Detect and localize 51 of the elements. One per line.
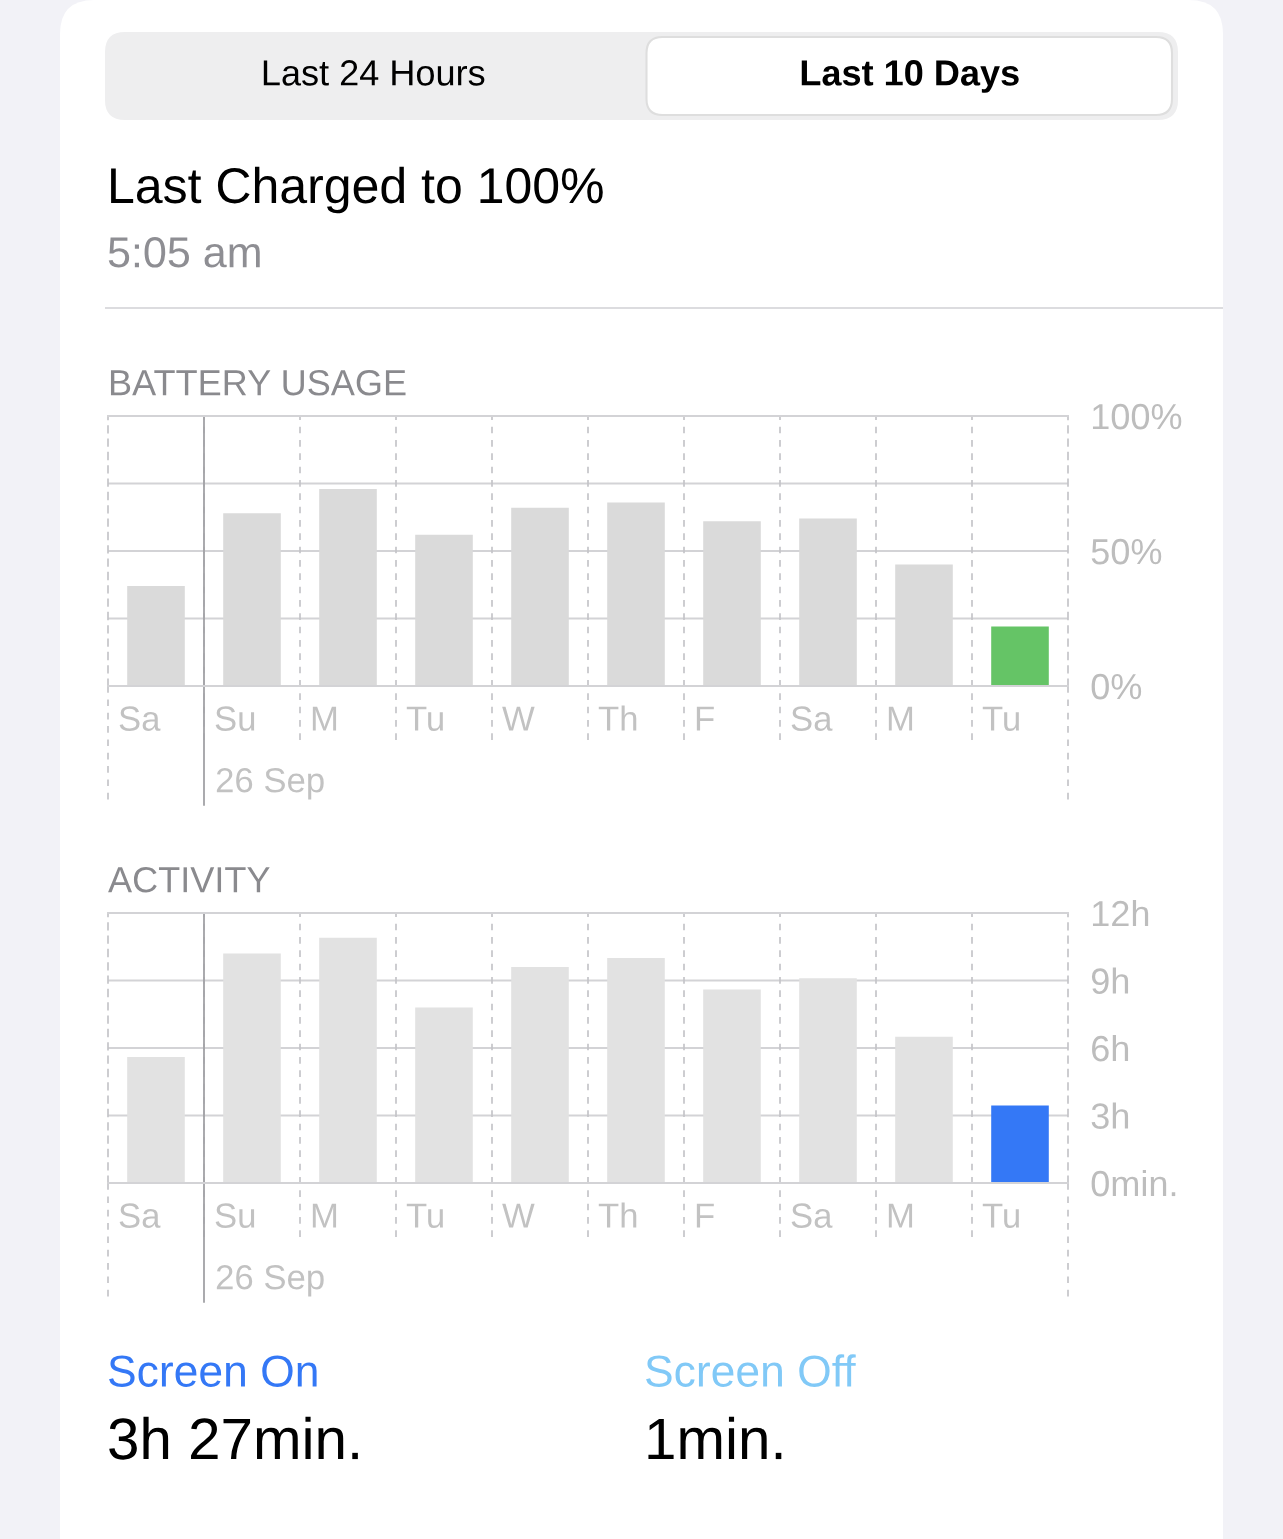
- y-tick-label: 0min.: [1091, 1169, 1176, 1197]
- x-tick-label: M: [312, 706, 337, 731]
- bar: [223, 953, 281, 1183]
- text: Last Charged to 100%: [111, 166, 603, 214]
- y-tick-label: 6h: [1092, 1034, 1129, 1062]
- bar: [703, 989, 761, 1183]
- ref-line-label: 26 Sep: [216, 1264, 324, 1297]
- y-tick-label: 0%: [1091, 673, 1142, 700]
- x-tick-label: Tu: [982, 1203, 1019, 1228]
- x-tick-label: Tu: [406, 706, 443, 731]
- x-tick-label: Tu: [982, 706, 1019, 731]
- x-tick-label: M: [312, 1203, 337, 1228]
- x-tick-label: F: [696, 706, 714, 731]
- bar: [991, 626, 1049, 686]
- bar: [319, 937, 377, 1183]
- bar: [991, 1105, 1049, 1183]
- text: Last 24 Hours: [263, 60, 485, 86]
- x-tick-label: Th: [598, 705, 637, 731]
- x-tick-label: Sa: [119, 1203, 161, 1228]
- bar: [607, 958, 665, 1183]
- chart-title: BATTERY USAGE: [110, 369, 406, 396]
- bar: [127, 1057, 185, 1183]
- x-tick-label: Sa: [791, 706, 833, 731]
- chart-title: ACTIVITY: [108, 866, 270, 893]
- y-tick-label: 50%: [1091, 538, 1162, 565]
- x-tick-label: Su: [215, 1203, 255, 1228]
- y-tick-label: 3h: [1091, 1102, 1129, 1129]
- x-tick-label: W: [502, 1203, 535, 1228]
- y-tick-label: 9h: [1091, 967, 1129, 994]
- y-tick-label: 12h: [1092, 899, 1149, 927]
- x-tick-label: Tu: [406, 1203, 443, 1228]
- bar: [895, 1036, 953, 1183]
- bar: [415, 1007, 473, 1183]
- bar: [799, 978, 857, 1183]
- x-tick-label: Sa: [119, 706, 161, 731]
- ref-line-label: 26 Sep: [216, 767, 324, 800]
- text: 1min.: [648, 1416, 782, 1460]
- x-tick-label: W: [502, 706, 535, 731]
- text: Screen Off: [646, 1354, 856, 1387]
- x-tick-label: M: [888, 706, 913, 731]
- x-tick-label: Th: [598, 1202, 637, 1228]
- x-tick-label: Sa: [791, 1203, 833, 1228]
- x-tick-label: Su: [215, 706, 255, 731]
- text: Last 10 Days: [801, 60, 1019, 93]
- bar: [511, 967, 569, 1183]
- x-tick-label: F: [696, 1203, 714, 1228]
- text: 3h 27min.: [109, 1416, 358, 1460]
- x-tick-label: M: [888, 1203, 913, 1228]
- text: Screen On: [109, 1355, 317, 1387]
- y-tick-label: 100%: [1092, 403, 1182, 430]
- text: 5:05 am: [108, 237, 260, 268]
